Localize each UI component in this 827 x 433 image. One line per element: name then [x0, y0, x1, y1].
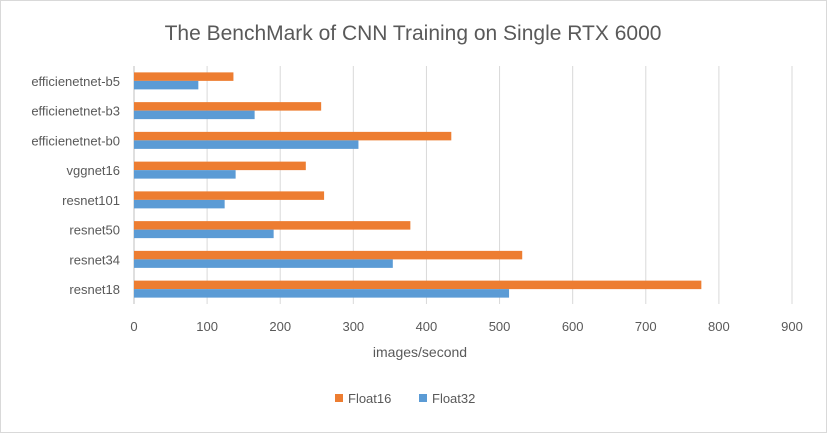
category-label: resnet50 — [69, 223, 120, 238]
x-axis-title: images/second — [373, 344, 467, 360]
bar-float32 — [134, 229, 274, 239]
x-tick-label: 300 — [342, 319, 364, 334]
category-labels: efficienetnet-b5 efficienetnet-b3 efficien… — [31, 74, 120, 297]
bar-float16 — [134, 191, 325, 200]
x-tick-label: 200 — [269, 319, 291, 334]
bar-float32 — [134, 140, 359, 149]
bar-float16 — [134, 250, 523, 260]
category-label: efficienetnet-b0 — [31, 133, 120, 148]
legend-label: Float32 — [432, 391, 475, 406]
legend: Float16 Float32 — [335, 391, 475, 406]
category-label: resnet101 — [62, 193, 120, 208]
bar-float32 — [134, 259, 393, 268]
x-tick-label: 800 — [708, 319, 730, 334]
x-tick-label: 600 — [562, 319, 584, 334]
x-tick-label: 700 — [635, 319, 657, 334]
bar-float16 — [134, 102, 322, 111]
x-tick-label: 900 — [781, 319, 803, 334]
bar-float32 — [134, 289, 510, 298]
x-tick-label: 500 — [489, 319, 511, 334]
bars — [134, 72, 702, 298]
bar-float16 — [134, 131, 452, 141]
bar-float32 — [134, 199, 225, 209]
category-label: efficienetnet-b5 — [31, 74, 120, 89]
category-label: efficienetnet-b3 — [31, 104, 120, 119]
chart-title: The BenchMark of CNN Training on Single … — [165, 22, 662, 45]
category-label: vggnet16 — [67, 163, 121, 178]
bar-float16 — [134, 280, 702, 290]
bar-float32 — [134, 80, 199, 90]
bar-float16 — [134, 161, 306, 171]
x-tick-label: 100 — [196, 319, 218, 334]
x-tick-label: 0 — [130, 319, 137, 334]
bar-float16 — [134, 72, 234, 81]
bar-float16 — [134, 221, 411, 230]
bar-float32 — [134, 170, 236, 179]
bar-float32 — [134, 110, 255, 120]
legend-label: Float16 — [348, 391, 391, 406]
gridlines — [133, 66, 793, 304]
legend-swatch-float32 — [419, 394, 427, 402]
category-label: resnet34 — [69, 252, 120, 267]
x-tick-label: 400 — [416, 319, 438, 334]
x-tick-labels: 0 100 200 300 400 500 600 700 800 900 — [130, 319, 802, 334]
legend-swatch-float16 — [335, 394, 343, 402]
category-label: resnet18 — [69, 282, 120, 297]
